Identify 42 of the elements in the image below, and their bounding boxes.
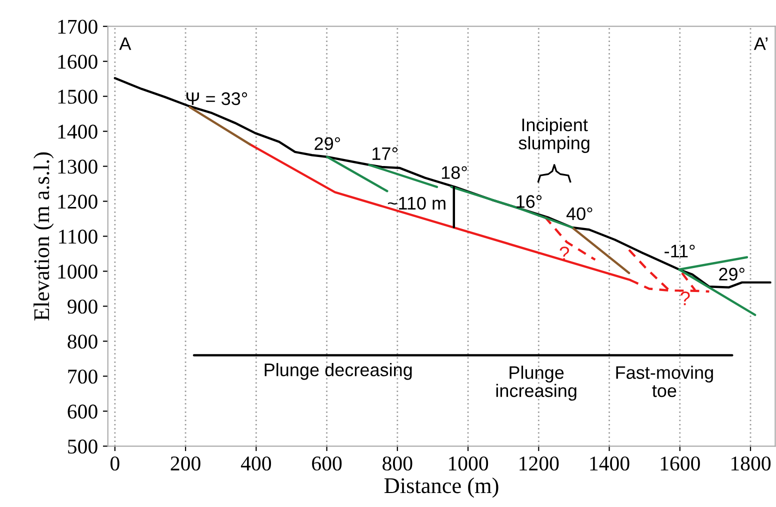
- y-tick-label: 1700: [58, 20, 98, 34]
- annotation: -11°: [664, 244, 695, 258]
- y-tick-label: 1500: [58, 90, 98, 104]
- annotation: 17°: [372, 147, 398, 160]
- x-tick-label: 1400: [590, 456, 630, 471]
- annotation: Plunge increasing: [496, 366, 576, 401]
- annotation: 29°: [314, 137, 340, 150]
- x-axis-title: Distance (m): [384, 478, 498, 498]
- y-tick-label: 1600: [58, 54, 98, 69]
- y-tick-label: 1000: [58, 264, 98, 279]
- y-tick-label: 700: [68, 370, 98, 384]
- y-tick-label: 800: [68, 334, 98, 349]
- annotation: ?: [560, 246, 570, 260]
- annotation: Fast-moving toe: [616, 366, 713, 398]
- annotation: 29°: [719, 268, 744, 281]
- annotation: 40°: [566, 207, 592, 220]
- y-tick-label: 900: [68, 300, 98, 314]
- x-tick-label: 200: [170, 456, 200, 471]
- annotation: 16°: [516, 195, 542, 208]
- x-tick-label: 1200: [520, 456, 559, 471]
- x-tick-label: 400: [240, 456, 271, 471]
- annotation: Plunge decreasing: [264, 363, 412, 380]
- x-tick-label: 600: [312, 456, 342, 471]
- x-tick-label: 1800: [732, 456, 771, 471]
- y-tick-label: 500: [68, 440, 98, 454]
- annotation: Incipient slumping: [518, 118, 590, 153]
- x-tick-label: 0: [110, 456, 120, 471]
- y-axis-title: Elevation (m a.s.l.): [34, 152, 54, 320]
- x-tick-label: 800: [382, 456, 412, 471]
- y-tick-label: 600: [68, 404, 98, 419]
- y-tick-label: 1400: [58, 124, 98, 139]
- y-tick-label: 1100: [59, 230, 98, 244]
- y-tick-label: 1300: [58, 160, 98, 174]
- annotation: 18°: [442, 166, 467, 179]
- x-tick-label: 1000: [449, 456, 488, 471]
- annotation: ~110 m: [388, 196, 446, 210]
- annotation: A’: [754, 38, 768, 50]
- annotation: Ψ = 33°: [186, 92, 248, 106]
- y-tick-label: 1200: [58, 194, 98, 209]
- x-tick-label: 1600: [660, 456, 700, 471]
- annotation: ?: [680, 292, 690, 306]
- annotation: A: [119, 38, 132, 50]
